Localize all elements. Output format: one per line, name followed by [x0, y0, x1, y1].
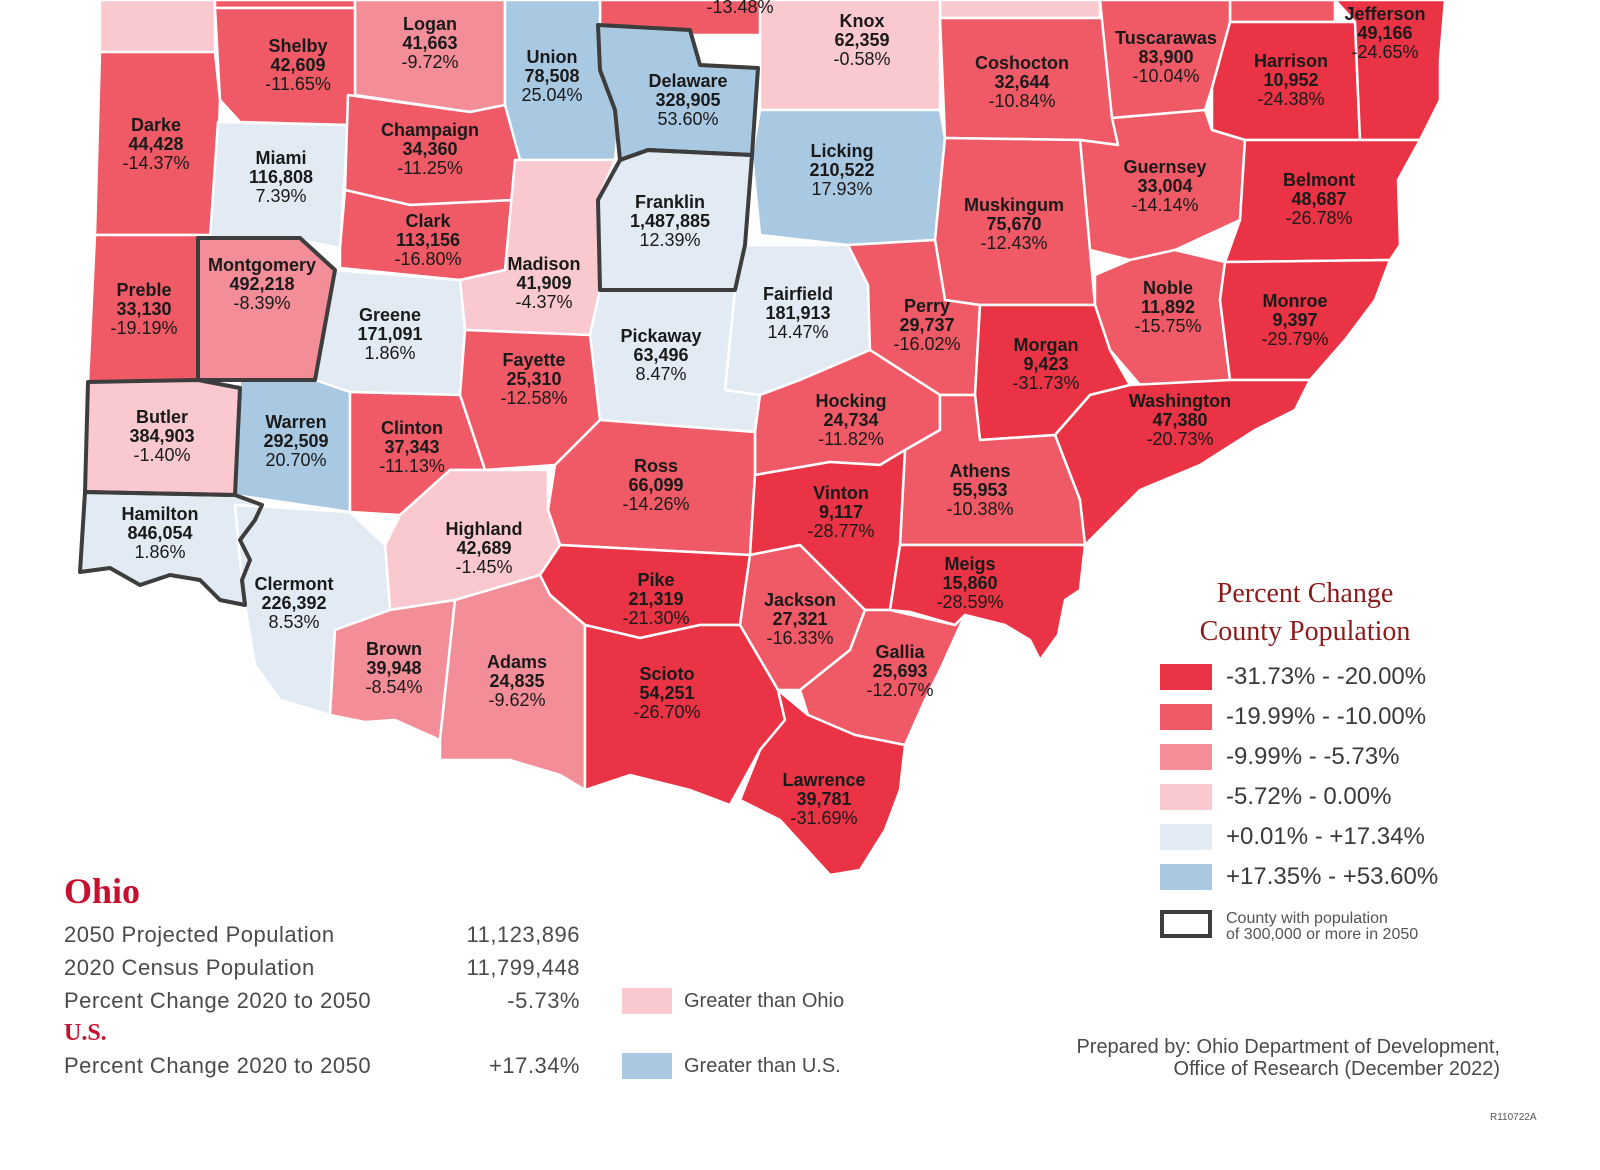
legend-swatch — [1160, 664, 1212, 690]
legend-swatch — [1160, 744, 1212, 770]
large-county-outline-hamilton — [78, 490, 264, 607]
county-shape-muskingum — [933, 136, 1097, 307]
county-shape-coshocton — [938, 16, 1120, 147]
county-shape-athens — [898, 393, 1087, 547]
us-title: U.S. — [64, 1020, 107, 1046]
county-shape-gallia — [798, 608, 967, 747]
stat-label-us-change: Percent Change 2020 to 2050 — [64, 1053, 372, 1078]
large-county-outline-butler — [83, 378, 242, 497]
key-swatch-greater-than-ohio — [622, 988, 672, 1014]
legend-label: -31.73% - -20.00% — [1226, 663, 1427, 690]
county-shape-warren — [233, 378, 352, 514]
large-county-outline-montgomery — [196, 236, 337, 382]
county-shape-montgomery — [196, 236, 337, 382]
county-shape-darke — [93, 50, 222, 237]
key-label-greater-than-ohio: Greater than Ohio — [684, 990, 845, 1012]
stat-value-us-change: +17.34% — [489, 1053, 580, 1078]
legend-outline-swatch — [1160, 910, 1212, 938]
legend-swatch — [1160, 704, 1212, 730]
county-shape-jefferson — [1333, 0, 1447, 142]
county-shape-ross — [546, 418, 757, 557]
legend-label: +0.01% - +17.34% — [1226, 823, 1425, 850]
stat-value-2020: 11,799,448 — [466, 955, 580, 980]
stat-value-ohio-change: -5.73% — [507, 988, 580, 1013]
county-shape-tuscarawas — [1098, 0, 1232, 120]
credits: Prepared by: Ohio Department of Developm… — [1000, 1036, 1500, 1080]
county-shape-partial-north-3 — [938, 0, 1102, 20]
county-shape-greene — [313, 268, 467, 397]
county-shape-franklin — [596, 148, 754, 292]
county-shape-shelby — [213, 6, 357, 127]
document-code: R110722A — [1490, 1112, 1537, 1123]
legend-item: -19.99% - -10.00% — [1160, 702, 1426, 732]
legend-title: Percent Change County Population — [1160, 575, 1450, 651]
legend-label: -5.72% - 0.00% — [1226, 783, 1392, 810]
legend-label: -9.99% - -5.73% — [1226, 743, 1400, 770]
county-shape-monroe — [1218, 258, 1392, 382]
legend-label: -19.99% - -10.00% — [1226, 703, 1427, 730]
stat-label-2050: 2050 Projected Population — [64, 922, 335, 947]
legend-swatch — [1160, 784, 1212, 810]
county-shape-logan — [353, 0, 507, 114]
county-shape-butler — [83, 378, 242, 497]
legend-swatch — [1160, 864, 1212, 890]
county-shape-champaign — [343, 93, 522, 207]
county-shape-preble — [86, 233, 200, 384]
legend-title-line-2: County Population — [1199, 616, 1411, 647]
county-shape-licking — [750, 108, 947, 247]
key-label-greater-than-us: Greater than U.S. — [684, 1055, 841, 1077]
legend-outline-line-2: of 300,000 or more in 2050 — [1226, 926, 1419, 943]
county-shape-delaware — [596, 23, 760, 162]
county-shape-brown — [328, 598, 457, 742]
legend-item: +17.35% - +53.60% — [1160, 862, 1438, 892]
county-shape-partial-northwest — [98, 0, 217, 54]
legend-swatch — [1160, 824, 1212, 850]
county-shape-lawrence — [738, 688, 907, 877]
county-shape-belmont — [1223, 138, 1422, 264]
credits-line-1: Prepared by: Ohio Department of Developm… — [1076, 1036, 1500, 1058]
county-shape-harrison — [1210, 20, 1362, 142]
county-shape-adams — [438, 573, 587, 792]
credits-line-2: Office of Research (December 2022) — [1173, 1058, 1500, 1080]
legend-title-line-1: Percent Change — [1216, 578, 1394, 609]
large-county-outline-franklin — [596, 148, 754, 292]
county-shape-washington — [1053, 378, 1312, 547]
county-shape-miami — [208, 120, 350, 250]
key-swatch-greater-than-us — [622, 1053, 672, 1079]
stat-value-2050: 11,123,896 — [466, 922, 580, 947]
county-shape-meigs — [888, 543, 1087, 662]
legend-outline-label: County with population of 300,000 or mor… — [1226, 911, 1418, 943]
county-shape-knox — [758, 0, 942, 112]
state-title: Ohio — [64, 871, 141, 911]
legend-item: -5.72% - 0.00% — [1160, 782, 1391, 812]
legend-outline-line-1: County with population — [1226, 910, 1388, 927]
stat-label-2020: 2020 Census Population — [64, 955, 315, 980]
legend-label: +17.35% - +53.60% — [1226, 863, 1439, 890]
stat-label-ohio-change: Percent Change 2020 to 2050 — [64, 988, 372, 1013]
legend-item: +0.01% - +17.34% — [1160, 822, 1425, 852]
legend-item: -31.73% - -20.00% — [1160, 662, 1426, 692]
legend-item: -9.99% - -5.73% — [1160, 742, 1399, 772]
county-shape-partial-north-4 — [1228, 0, 1337, 24]
county-shape-clark — [338, 188, 517, 282]
